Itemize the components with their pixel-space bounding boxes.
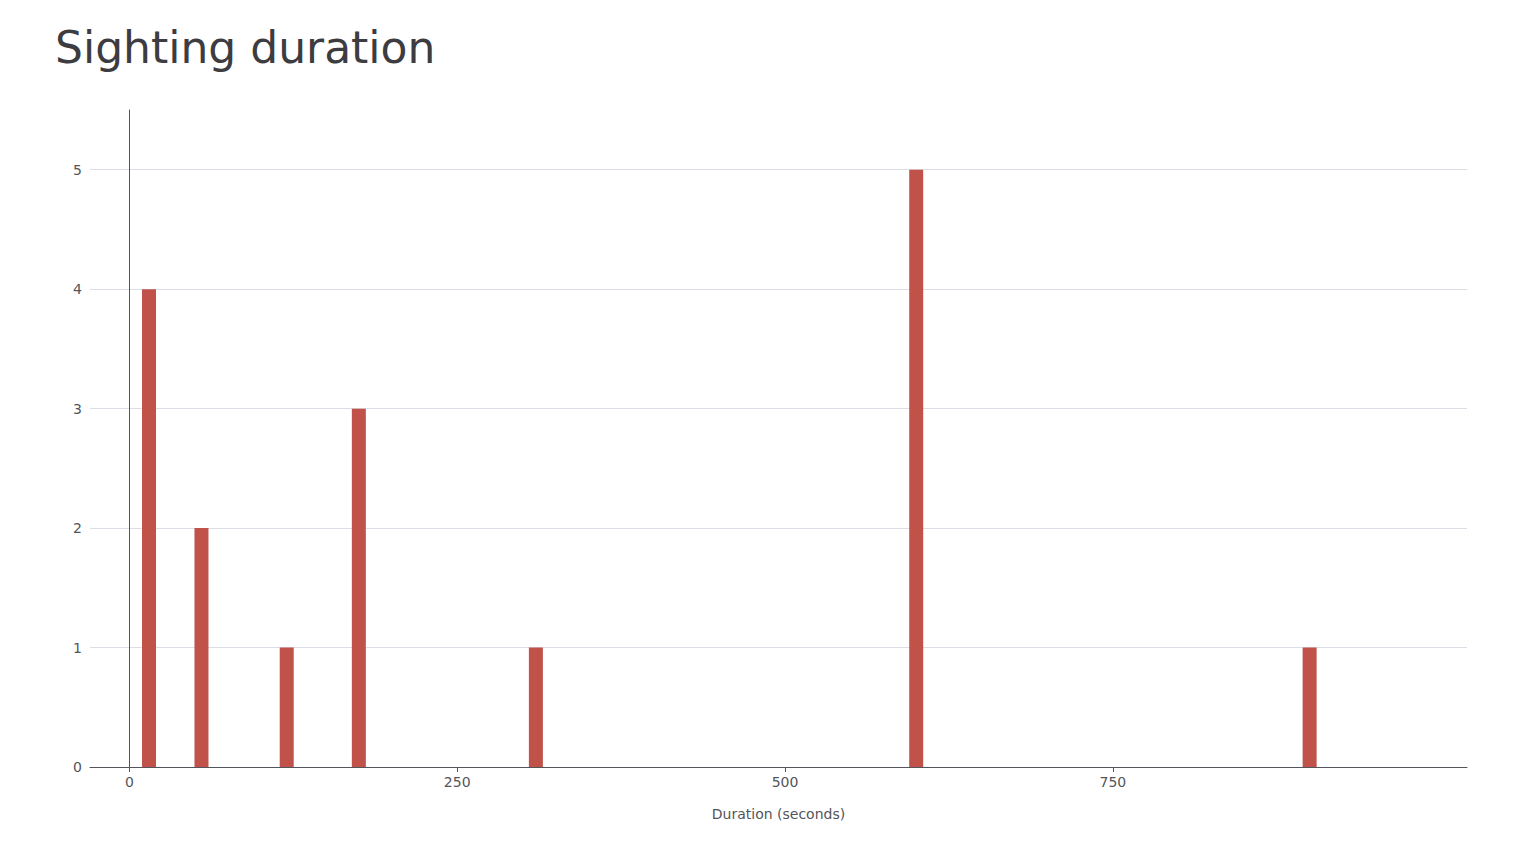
svg-text:5: 5 (73, 162, 82, 178)
svg-text:250: 250 (444, 774, 471, 790)
svg-text:1: 1 (73, 640, 82, 656)
svg-text:0: 0 (125, 774, 134, 790)
svg-text:4: 4 (73, 281, 82, 297)
svg-text:Sighting duration: Sighting duration (55, 22, 435, 73)
svg-text:0: 0 (73, 759, 82, 775)
svg-text:3: 3 (73, 401, 82, 417)
svg-text:750: 750 (1100, 774, 1127, 790)
svg-text:2: 2 (73, 520, 82, 536)
svg-text:500: 500 (772, 774, 799, 790)
svg-text:Duration (seconds): Duration (seconds) (712, 806, 845, 822)
